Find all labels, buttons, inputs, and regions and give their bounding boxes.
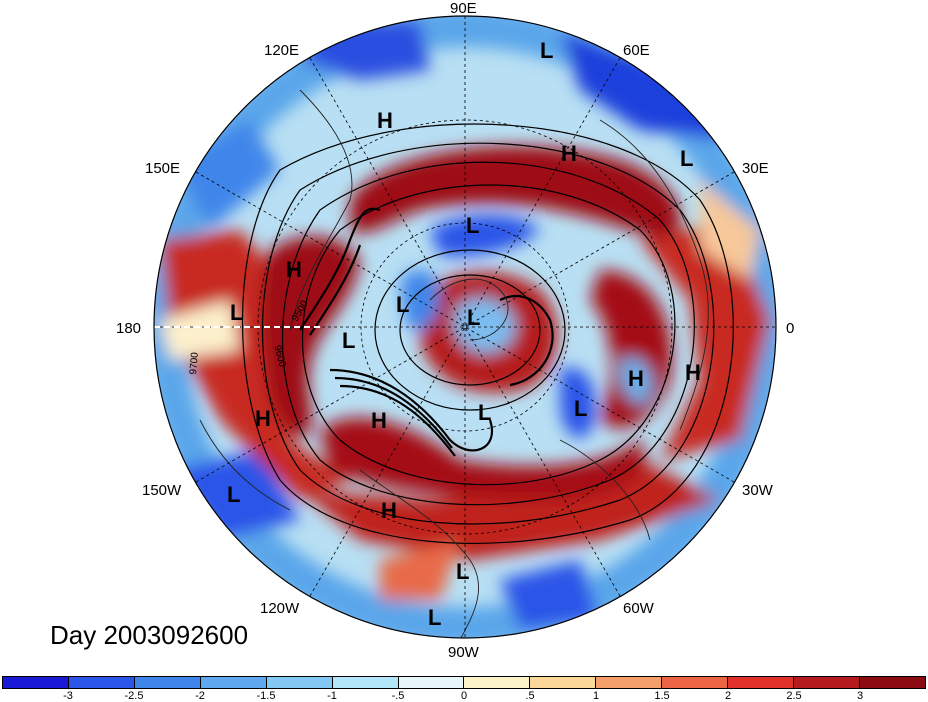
blue-trough-north [430,215,540,257]
colorbar-box [398,677,465,688]
lon-label-60w: 60W [623,600,654,617]
lon-label-90e: 90E [450,0,477,17]
red-lobe-east [640,220,770,460]
red-lobe-sw [380,540,460,600]
red-lobe-west [160,230,350,500]
high-marker: H [286,257,302,282]
high-marker: H [561,141,577,166]
inner-blue-center [453,297,516,354]
colorbar-box [266,677,333,688]
low-marker: L [467,305,481,330]
colorbar-tick-label: -2 [195,690,205,702]
low-marker: L [478,400,492,425]
low-marker: L [456,559,470,584]
colorbar-box [68,677,135,688]
colorbar-box [530,677,597,688]
blue-patch-sw [170,450,300,540]
colorbar-box [200,677,267,688]
colorbar-box [596,677,663,688]
colorbar-tick-label: -1.5 [256,690,276,702]
colorbar-tick-label: 1 [592,690,600,702]
colorbar-box [794,677,860,688]
blue-patch-s [500,560,600,630]
lon-label-30e: 30E [742,160,769,177]
colorbar-box [728,677,795,688]
colorbar-tick-label: 2 [724,690,732,702]
colorbar-tick-label: 2.5 [786,690,802,702]
colorbar-tick-label: 0 [460,690,468,702]
lon-label-30w: 30W [742,482,773,499]
high-marker: H [371,408,387,433]
colorbar-box [3,677,69,688]
height-contours [242,123,734,544]
colorbar-tick-label: 3 [856,690,864,702]
colorbar-tick-label: -2.5 [124,690,144,702]
lon-label-90w: 90W [448,644,479,661]
red-band-north [350,145,681,240]
low-marker: L [230,300,244,325]
low-marker: L [466,213,480,238]
low-marker: L [396,292,410,317]
colorbar-tick-label: -.5 [391,690,405,702]
lon-label-60e: 60E [623,42,650,59]
map-boundary [153,15,777,639]
lon-label-120w: 120W [260,600,300,617]
colorbar-box [662,677,729,688]
red-band-west [260,236,360,438]
low-marker: L [680,146,694,171]
cream-patch-e [700,180,760,280]
colorbar-tick-label: -3 [63,690,73,702]
low-marker: L [342,328,356,353]
coastlines [199,89,709,638]
graticule [154,16,776,638]
colorbar-box [134,677,201,688]
low-marker: L [540,38,554,63]
lon-label-180: 180 [116,320,142,337]
high-marker: H [377,108,393,133]
colorbar-tick-label: 1.5 [654,690,670,702]
colorbar-box [332,677,399,688]
contour-label: 9700 [188,351,201,375]
cream-patch-180 [160,300,240,360]
low-marker: L [227,482,241,507]
lon-label-150w: 150W [142,482,182,499]
blue-patch-ne [560,30,730,140]
high-marker: H [255,406,271,431]
high-marker: H [628,366,644,391]
blue-trough-ne [620,357,653,404]
blue-trough-east [560,367,596,439]
lon-label-0: 0 [786,320,795,337]
high-marker: H [381,498,397,523]
colorbar-box [464,677,531,688]
low-marker: L [574,396,588,421]
low-marker: L [428,605,442,630]
colorbar-box [859,677,925,688]
day-label: Day 2003092600 [50,620,249,650]
lon-label-120e: 120E [264,42,300,59]
lon-label-150e: 150E [145,160,181,177]
colorbar [2,676,926,689]
high-marker: H [685,360,701,385]
polar-map [153,15,777,639]
colorbar-tick-label: -1 [327,690,337,702]
colorbar-tick-label: .5 [525,690,535,702]
